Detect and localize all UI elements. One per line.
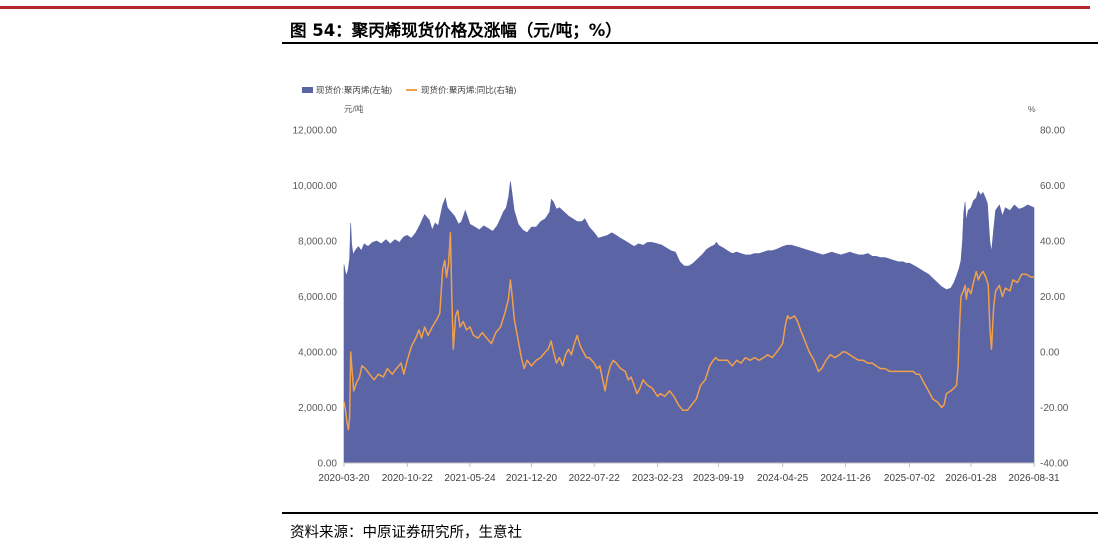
bottom-rule bbox=[282, 512, 1098, 514]
x-tick-label: 2021-05-24 bbox=[444, 473, 496, 484]
figure-title: 图 54：聚丙烯现货价格及涨幅（元/吨；%） bbox=[290, 21, 622, 40]
x-tick-label: 2025-07-02 bbox=[884, 473, 936, 484]
title-rule bbox=[282, 42, 1098, 44]
right-tick-label: 20.00 bbox=[1040, 292, 1065, 303]
legend-label-price: 现货价:聚丙烯(左轴) bbox=[316, 85, 392, 95]
x-tick-label: 2022-07-22 bbox=[569, 473, 621, 484]
right-tick-label: -40.00 bbox=[1040, 459, 1069, 470]
x-tick-label: 2026-08-31 bbox=[1008, 473, 1060, 484]
right-axis-unit: % bbox=[1028, 104, 1036, 114]
x-tick-label: 2024-11-26 bbox=[820, 473, 871, 484]
x-tick-label: 2020-03-20 bbox=[318, 473, 370, 484]
x-tick-label: 2026-01-28 bbox=[945, 473, 997, 484]
left-tick-label: 10,000.00 bbox=[293, 181, 338, 192]
right-tick-label: 40.00 bbox=[1040, 237, 1065, 248]
left-tick-label: 8,000.00 bbox=[298, 237, 337, 248]
price-area bbox=[343, 181, 1035, 464]
yoy-line bbox=[343, 231, 1034, 431]
top-rule bbox=[0, 6, 1090, 9]
x-axis-ticks: 2020-03-20 2020-10-22 2021-05-24 2021-12-20… bbox=[318, 463, 1060, 484]
left-axis-unit: 元/吨 bbox=[344, 104, 364, 114]
right-tick-label: -20.00 bbox=[1040, 403, 1069, 414]
legend: 现货价:聚丙烯(左轴) 现货价:聚丙烯:同比(右轴) bbox=[302, 85, 517, 95]
yoy-line-series bbox=[343, 231, 1034, 431]
price-area-series bbox=[343, 181, 1035, 464]
x-tick-label: 2020-10-22 bbox=[382, 473, 434, 484]
x-tick-label: 2023-09-19 bbox=[693, 473, 745, 484]
left-tick-label: 0.00 bbox=[318, 459, 338, 470]
left-tick-label: 2,000.00 bbox=[298, 403, 337, 414]
right-axis-ticks: -40.00 -20.00 0.00 20.00 40.00 60.00 80.00 bbox=[1040, 126, 1069, 470]
left-axis-ticks: 0.00 2,000.00 4,000.00 6,000.00 8,000.00 10,0… bbox=[293, 126, 338, 470]
right-tick-label: 80.00 bbox=[1040, 126, 1065, 137]
left-tick-label: 12,000.00 bbox=[293, 126, 338, 137]
legend-swatch-price bbox=[302, 87, 313, 93]
source-note: 资料来源：中原证券研究所，生意社 bbox=[290, 525, 522, 541]
x-tick-label: 2023-02-23 bbox=[632, 473, 684, 484]
left-tick-label: 6,000.00 bbox=[298, 292, 337, 303]
left-tick-label: 4,000.00 bbox=[298, 348, 337, 359]
right-tick-label: 0.00 bbox=[1040, 348, 1060, 359]
right-tick-label: 60.00 bbox=[1040, 181, 1065, 192]
legend-label-yoy: 现货价:聚丙烯:同比(右轴) bbox=[421, 85, 517, 95]
x-tick-label: 2021-12-20 bbox=[506, 473, 558, 484]
x-tick-label: 2024-04-25 bbox=[757, 473, 809, 484]
